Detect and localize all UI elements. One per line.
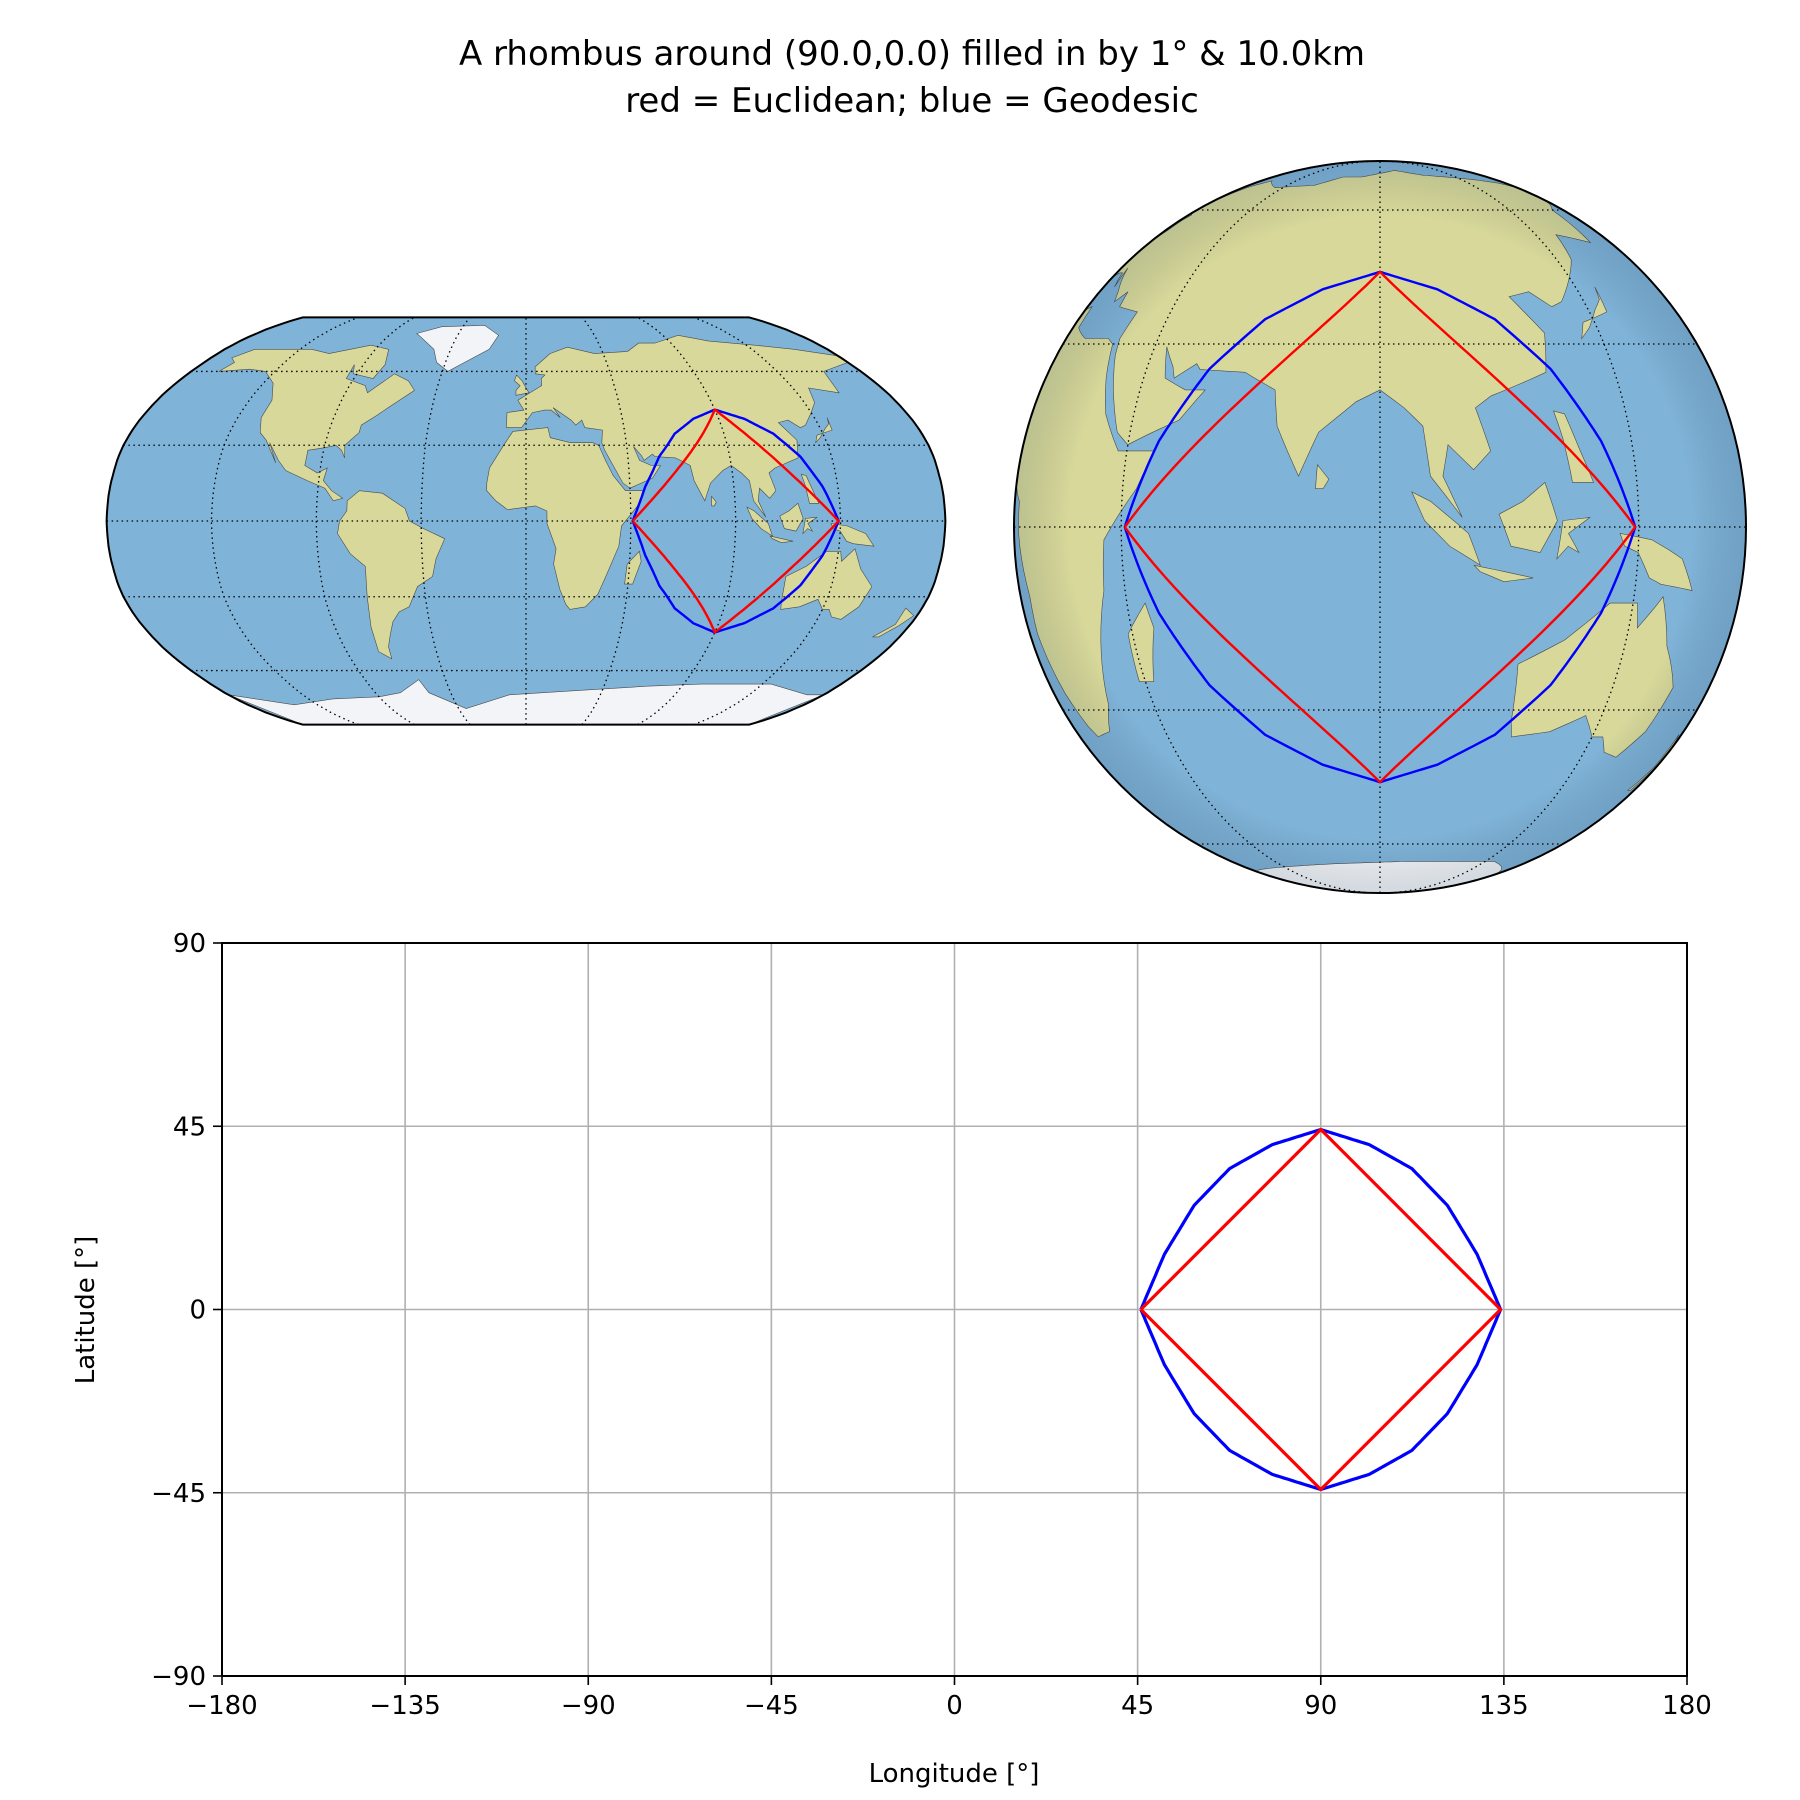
x-tick-label: 45 [1121,1691,1154,1721]
plot-series [1139,1127,1503,1492]
y-tick-label: 90 [173,929,206,959]
robinson-meridian [637,317,737,725]
robinson-land-java [769,535,794,544]
x-tick-label: 180 [1662,1691,1712,1721]
x-tick-label: 90 [1304,1691,1337,1721]
y-tick-label: 45 [173,1112,206,1142]
figure-title-line1: A rhombus around (90.0,0.0) filled in by… [459,34,1365,74]
robinson-meridian [581,317,632,725]
orthographic-globe [1013,160,1747,894]
robinson-meridian [210,317,359,725]
x-tick-label: 135 [1479,1691,1529,1721]
series-euclidean [1139,1127,1503,1492]
x-tick-label: −180 [186,1691,257,1721]
robinson-land-britain [514,374,530,396]
robinson-world-map [105,316,947,726]
robinson-landmasses [218,324,915,725]
robinson-map-outline [105,316,947,726]
robinson-land-south-america [337,490,446,660]
ortho-graticule [1014,161,1746,893]
ortho-rhombus-shapes [1123,270,1637,784]
y-tick-label: −45 [151,1479,206,1509]
y-axis-label: Latitude [°] [71,1236,101,1385]
robinson-land-new-zealand [872,607,915,638]
robinson-land-madagascar [624,550,642,585]
y-tick-label: 0 [189,1296,206,1326]
robinson-land-sumatra [746,506,774,537]
figure-title-line2: red = Euclidean; blue = Geodesic [625,81,1199,121]
x-axis-ticks: −180 −135 −90 −45 0 45 90 135 180 [186,1676,1712,1721]
x-tick-label: −90 [561,1691,616,1721]
robinson-rhombus-shapes [631,408,840,634]
robinson-land-north-america [218,344,415,502]
robinson-land-greenland [416,324,500,372]
robinson-meridian [315,317,415,725]
robinson-land-australia [780,548,873,620]
robinson-graticule [106,317,946,725]
robinson-land-sri-lanka [711,495,717,507]
robinson-land-eurasia [506,334,849,518]
robinson-euclidean-rhombus [631,408,840,634]
ortho-meridian [1379,161,1640,893]
robinson-land-japan [815,417,833,444]
x-tick-label: −135 [369,1691,440,1721]
robinson-land-africa [486,427,645,610]
lonlat-plot: −180 −135 −90 −45 0 45 90 135 180 −90 −45 0 45 90 Lo… [71,929,1712,1789]
robinson-land-sulawesi [802,516,818,535]
y-axis-ticks: −90 −45 0 45 90 [151,929,222,1692]
x-tick-label: 0 [946,1691,963,1721]
ortho-euclidean-rhombus [1123,270,1637,784]
x-axis-label: Longitude [°] [869,1759,1040,1789]
ortho-globe-outline [1013,160,1747,894]
ortho-meridian [1120,161,1381,893]
robinson-land-antarctica [228,679,824,725]
x-tick-label: −45 [744,1691,799,1721]
y-tick-label: −90 [151,1662,206,1692]
robinson-land-borneo [779,502,804,532]
